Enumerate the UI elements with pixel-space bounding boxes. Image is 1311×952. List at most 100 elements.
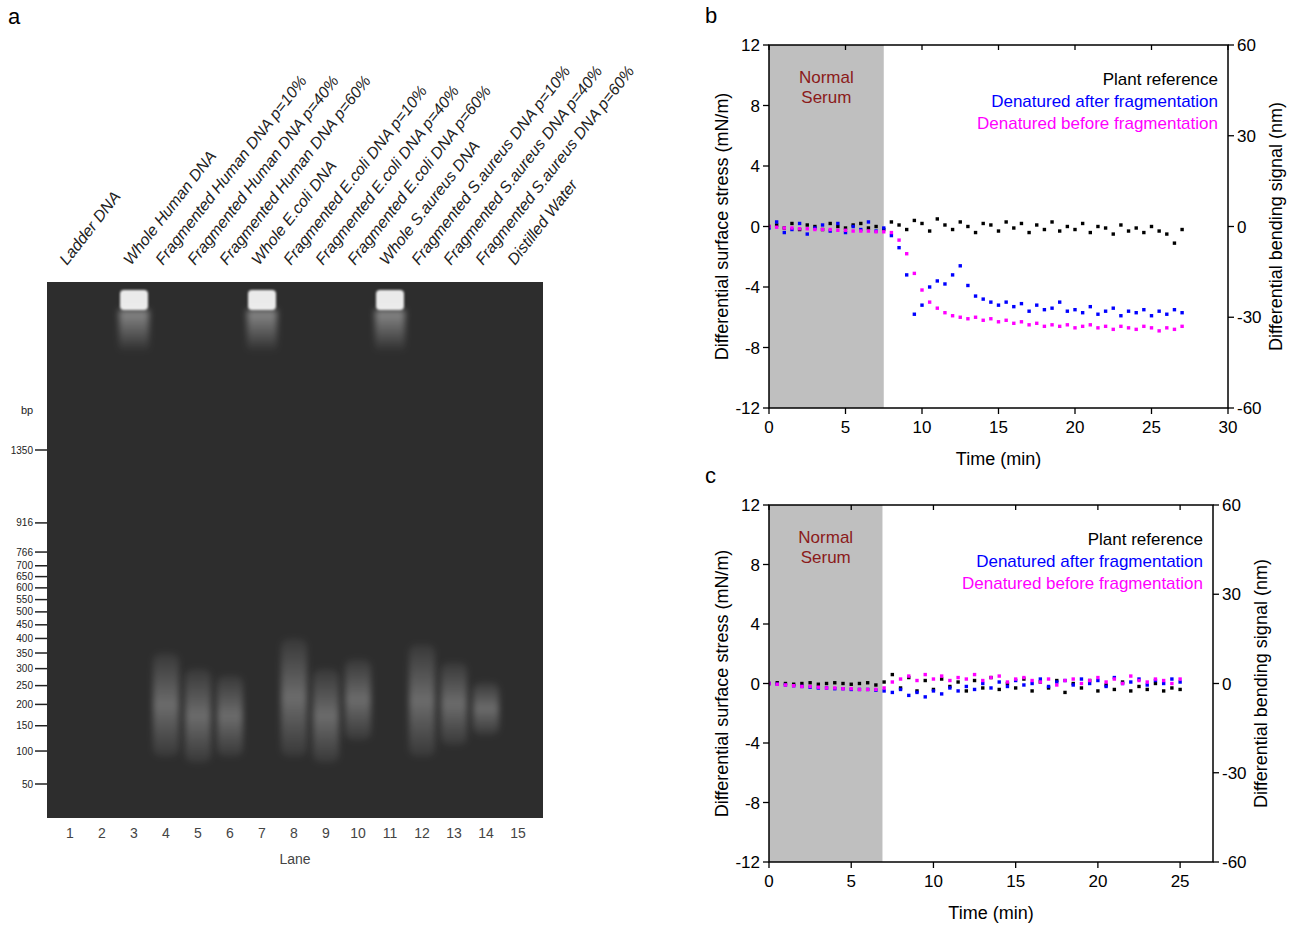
data-point xyxy=(808,685,811,688)
data-point xyxy=(1096,676,1099,679)
data-point xyxy=(982,222,985,225)
data-point xyxy=(1063,691,1066,694)
x-tick xyxy=(1097,862,1098,868)
data-point xyxy=(1096,225,1099,228)
data-point xyxy=(1180,311,1183,314)
data-point xyxy=(1089,323,1092,326)
data-point xyxy=(966,225,969,228)
data-point xyxy=(1072,683,1075,686)
data-point xyxy=(982,319,985,322)
data-point xyxy=(874,229,877,232)
y2-tick xyxy=(1213,594,1219,595)
data-point xyxy=(817,686,820,689)
x-tick-top xyxy=(921,45,922,50)
y-tick xyxy=(763,105,769,106)
data-point xyxy=(1096,326,1099,329)
plot-frame xyxy=(769,505,1213,862)
data-point xyxy=(825,686,828,689)
ladder-tick-label: 916 xyxy=(16,517,33,528)
data-point xyxy=(866,688,869,691)
lane-number: 12 xyxy=(414,825,430,841)
data-point xyxy=(913,219,916,222)
y2-tick xyxy=(1228,317,1234,318)
data-point xyxy=(776,683,779,686)
data-point xyxy=(882,689,885,692)
data-point xyxy=(829,228,832,231)
data-point xyxy=(825,682,828,685)
data-point xyxy=(1170,682,1173,685)
y-tick-label: -8 xyxy=(745,794,760,813)
x-tick-top xyxy=(1015,505,1016,510)
data-point xyxy=(808,681,811,684)
data-point xyxy=(1157,310,1160,313)
data-point xyxy=(776,683,779,686)
data-point xyxy=(913,272,916,275)
data-point xyxy=(1006,680,1009,683)
data-point xyxy=(850,688,853,691)
data-point xyxy=(806,232,809,235)
y2-tick-label: 60 xyxy=(1222,496,1241,515)
data-point xyxy=(1047,685,1050,688)
lane-label: Fragmented Human DNA p=40% xyxy=(184,72,342,267)
y2-tick xyxy=(1213,772,1219,773)
y-tick-label: 0 xyxy=(751,218,760,237)
lane-label: Ladder DNA xyxy=(56,188,124,268)
whole-dna-band xyxy=(376,290,404,310)
data-point xyxy=(1129,680,1132,683)
data-point xyxy=(783,226,786,229)
data-point xyxy=(1039,680,1042,683)
data-point xyxy=(1035,303,1038,306)
y-tick-label: -8 xyxy=(745,339,760,358)
x-axis-title: Time (min) xyxy=(956,449,1041,469)
data-point xyxy=(858,688,861,691)
data-point xyxy=(997,303,1000,306)
data-point xyxy=(1119,223,1122,226)
data-point xyxy=(924,695,927,698)
data-point xyxy=(1146,683,1149,686)
data-point xyxy=(1050,306,1053,309)
data-point xyxy=(874,225,877,228)
data-point xyxy=(1119,314,1122,317)
data-point xyxy=(808,686,811,689)
shade-label: NormalSerum xyxy=(798,528,853,567)
data-point xyxy=(1096,689,1099,692)
y2-axis-title: Differential bending signal (nm) xyxy=(1266,102,1286,351)
shade-label-line: Serum xyxy=(801,88,851,107)
data-point xyxy=(1058,300,1061,303)
ladder-tick xyxy=(35,611,47,613)
lane-label: Fragmented S.aureus DNA p=40% xyxy=(440,63,606,268)
ladder-band xyxy=(59,668,81,670)
data-point xyxy=(882,230,885,233)
ladder-tick-label: 700 xyxy=(16,560,33,571)
data-point xyxy=(956,680,959,683)
data-point xyxy=(1030,689,1033,692)
data-point xyxy=(1080,682,1083,685)
ladder-tick xyxy=(35,783,47,785)
lane-number: 4 xyxy=(162,825,170,841)
lane-number: 7 xyxy=(258,825,266,841)
data-point xyxy=(1165,232,1168,235)
y-tick xyxy=(763,742,769,743)
data-point xyxy=(1039,680,1042,683)
data-point xyxy=(959,264,962,267)
data-point xyxy=(920,288,923,291)
data-point xyxy=(1030,679,1033,682)
x-tick-top xyxy=(933,505,934,510)
ladder-band xyxy=(59,638,81,640)
y-tick-label: -4 xyxy=(745,734,760,753)
data-point xyxy=(1080,677,1083,680)
y-tick xyxy=(763,347,769,348)
data-point xyxy=(1096,679,1099,682)
data-point xyxy=(1112,328,1115,331)
x-tick xyxy=(921,408,922,414)
data-point xyxy=(1014,686,1017,689)
data-point xyxy=(858,688,861,691)
y2-tick-label: 30 xyxy=(1237,127,1256,146)
data-point xyxy=(784,683,787,686)
series xyxy=(769,673,1182,694)
data-point xyxy=(940,677,943,680)
ladder-band xyxy=(59,624,81,626)
data-point xyxy=(907,674,910,677)
ladder-tick-label: 650 xyxy=(16,571,33,582)
dna-smear xyxy=(313,669,339,763)
